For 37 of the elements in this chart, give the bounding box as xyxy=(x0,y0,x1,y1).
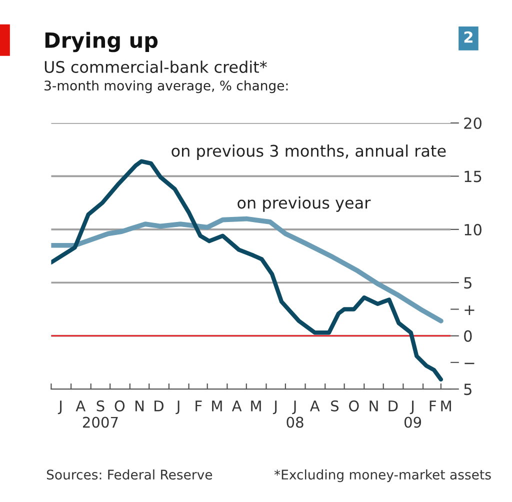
x-tick-label: M xyxy=(212,400,222,412)
x-tick-label: O xyxy=(349,400,359,412)
x-tick-label: F xyxy=(196,400,202,412)
y-axis-title: 3-month moving average, % change: xyxy=(44,80,288,94)
x-tick-label: J xyxy=(176,400,180,414)
x-tick-label: J 08 xyxy=(286,400,304,428)
y-tick-label: 5 xyxy=(464,277,472,289)
x-tick-label: J xyxy=(272,400,277,414)
x-tick-label: N xyxy=(135,400,144,412)
y-tick-label: 20 xyxy=(464,117,482,130)
chart-title: Drying up xyxy=(45,32,158,52)
line-series xyxy=(51,159,444,382)
text: *Excluding money-market assets xyxy=(274,469,491,482)
chart-subtitle: US commercial-bank credit* xyxy=(44,60,267,74)
x-tick-label: O xyxy=(114,400,125,412)
x-tick-label: D xyxy=(388,400,398,412)
y-tick-label: 5 xyxy=(464,384,472,396)
x-tick-label: A xyxy=(232,400,242,412)
x-tick-label: D xyxy=(154,400,164,412)
series-label: on previous year xyxy=(238,196,371,212)
source-note: Sources: Federal Reserve xyxy=(46,469,212,480)
y-tick-label: 15 xyxy=(464,170,482,182)
x-tick-label: M xyxy=(441,400,451,412)
x-tick-label: J 09 xyxy=(404,400,422,428)
x-tick-label: J xyxy=(58,400,62,414)
y-tick-label: 10 xyxy=(464,224,482,236)
line-series xyxy=(51,216,444,324)
x-tick-label: S xyxy=(331,400,339,412)
series-label: on previous 3 months, annual rate xyxy=(172,144,446,160)
y-tick-label: 0 xyxy=(464,330,472,342)
text: 2 xyxy=(464,31,472,43)
x-tick-label: A xyxy=(310,400,320,412)
x-tick-label: F xyxy=(430,400,436,412)
y-tick-label: + xyxy=(464,305,474,316)
x-tick-label: M xyxy=(251,400,261,412)
y-tick-label: − xyxy=(464,362,474,364)
x-tick-label: N xyxy=(370,400,378,412)
